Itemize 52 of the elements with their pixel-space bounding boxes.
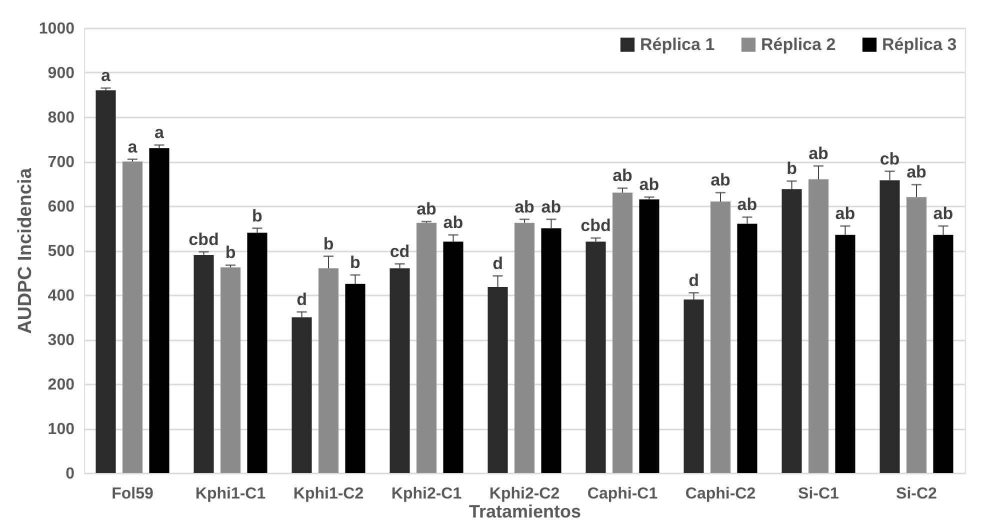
x-tick-label: Si-C2 — [896, 486, 938, 502]
y-tick-label: 600 — [48, 198, 75, 216]
data-label: a — [128, 137, 138, 156]
data-label: d — [296, 290, 307, 309]
y-tick-label: 700 — [48, 154, 75, 171]
data-label: cd — [390, 242, 410, 261]
data-label: ab — [808, 144, 828, 163]
data-label: cbd — [580, 216, 611, 236]
data-label: ab — [933, 204, 954, 224]
data-label: ab — [906, 162, 926, 182]
y-tick-label: 900 — [48, 65, 75, 82]
data-label: ab — [514, 197, 534, 216]
data-label: ab — [443, 212, 464, 232]
data-label: b — [350, 252, 360, 272]
x-tick-label: Si-C1 — [798, 486, 840, 502]
y-tick-label: 800 — [48, 110, 75, 126]
data-label: ab — [612, 166, 632, 186]
y-tick-label: 100 — [48, 421, 75, 438]
data-label: b — [252, 206, 262, 226]
y-tick-label: 300 — [48, 332, 75, 349]
x-tick-label: Caphi-C2 — [685, 486, 756, 502]
y-tick-label: 0 — [66, 466, 75, 482]
legend-label: Réplica 2 — [761, 34, 836, 54]
data-label: b — [786, 159, 797, 178]
x-tick-label: Kphi2-C1 — [391, 486, 462, 502]
x-tick-label: Kphi1-C1 — [195, 486, 266, 502]
data-label: cb — [880, 149, 900, 168]
x-tick-label: Kphi2-C2 — [489, 486, 560, 502]
y-tick-label: 500 — [48, 243, 75, 260]
data-label: a — [154, 123, 164, 142]
legend-label: Réplica 3 — [882, 34, 957, 54]
y-tick-label: 200 — [48, 376, 75, 394]
legend-label: Réplica 1 — [640, 34, 715, 54]
x-axis-title: Tratamientos — [468, 502, 582, 522]
data-label: a — [101, 66, 112, 86]
data-label: cbd — [188, 230, 219, 249]
data-label: ab — [737, 195, 758, 214]
data-label: ab — [639, 175, 660, 194]
data-label: b — [323, 234, 334, 254]
y-axis-title: AUDPC Incidencia — [14, 168, 36, 334]
y-tick-label: 400 — [48, 288, 75, 304]
data-label: ab — [835, 204, 856, 224]
x-tick-label: Kphi1-C2 — [293, 486, 364, 502]
data-label: ab — [416, 200, 436, 219]
y-tick-label: 1000 — [38, 20, 75, 38]
data-label: d — [492, 254, 503, 273]
data-label: b — [225, 243, 236, 262]
data-label: ab — [710, 170, 730, 190]
x-tick-label: Caphi-C1 — [587, 486, 658, 502]
data-label: ab — [541, 197, 562, 216]
x-tick-label: Fol59 — [112, 486, 154, 502]
data-label: d — [688, 270, 699, 290]
